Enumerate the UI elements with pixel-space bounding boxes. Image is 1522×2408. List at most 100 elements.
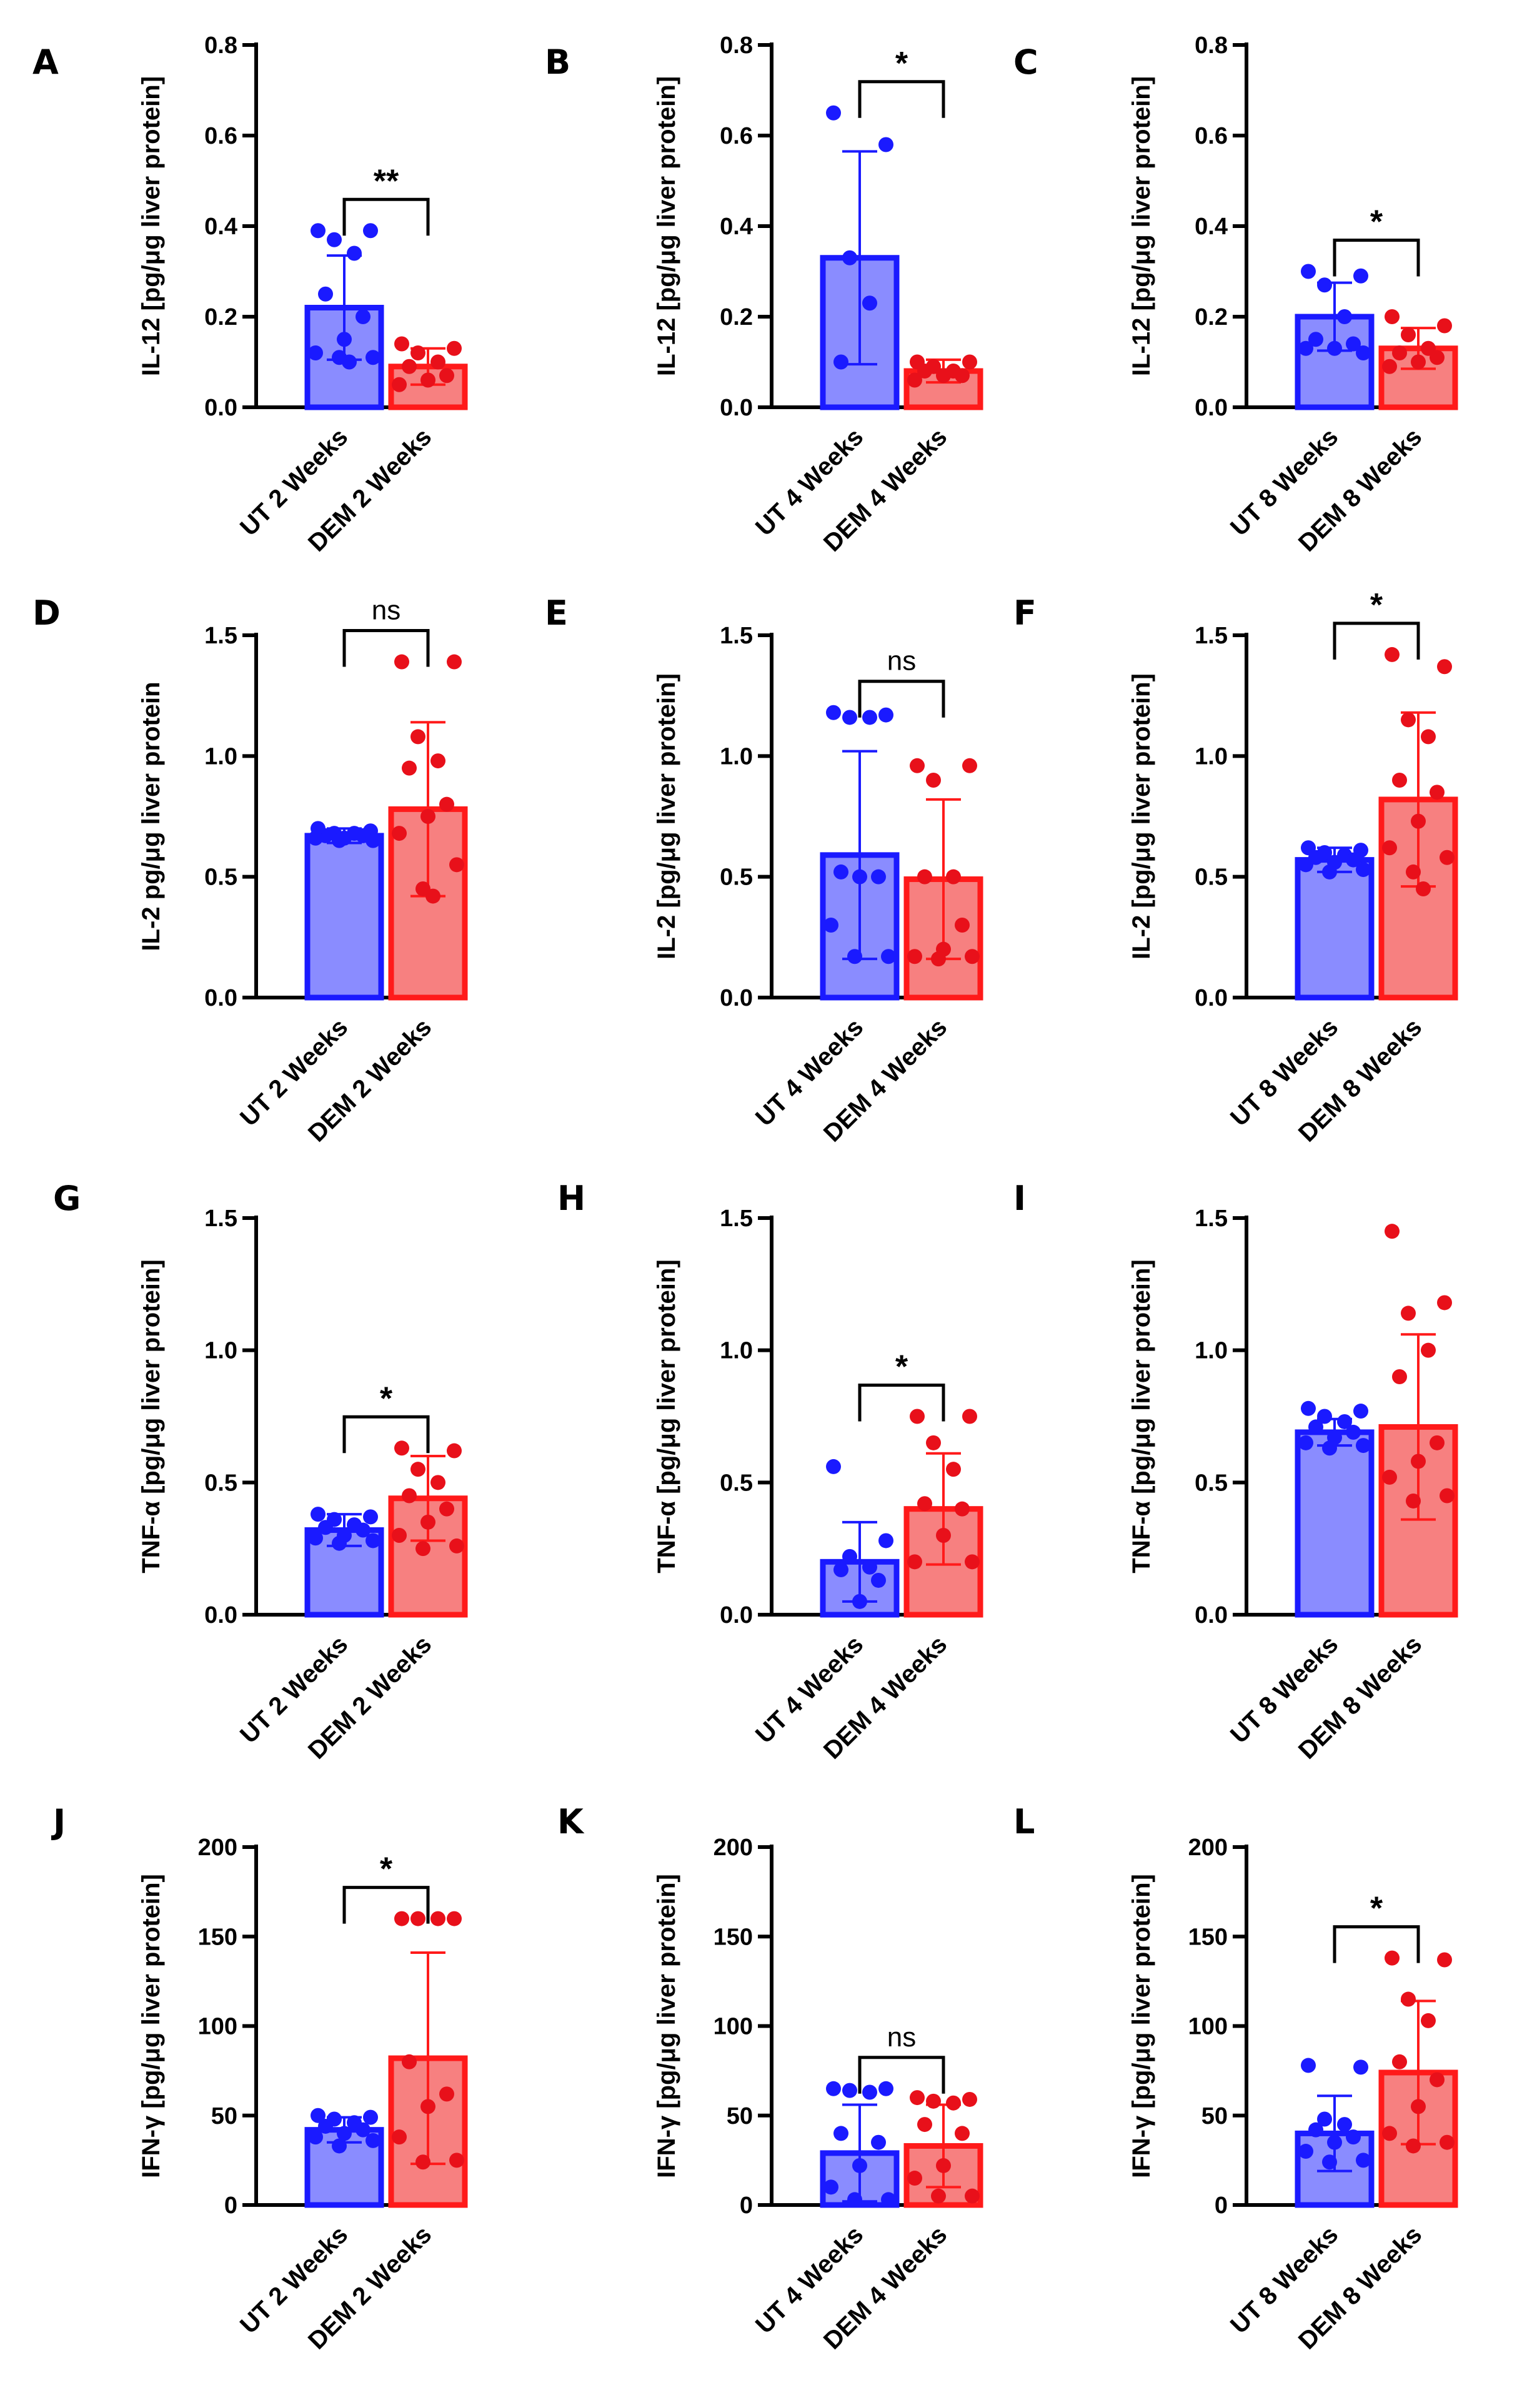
data-point-dem bbox=[1382, 359, 1397, 374]
data-point-dem bbox=[447, 1443, 462, 1459]
panel-l: L 0 50 100 150 200 IFN-γ [pg/μg liver protein]… bbox=[1013, 1802, 1458, 2355]
data-point-ut bbox=[871, 2134, 886, 2150]
data-point-dem bbox=[439, 2086, 454, 2102]
y-tick-label: 0.5 bbox=[204, 1470, 237, 1496]
data-point-ut bbox=[878, 1533, 893, 1548]
data-point-dem bbox=[1406, 2138, 1421, 2154]
data-point-dem bbox=[936, 1528, 951, 1543]
data-point-dem bbox=[425, 888, 440, 904]
data-point-ut bbox=[1353, 268, 1368, 284]
panel-k: K 0 50 100 150 200 IFN-γ [pg/μg liver protein]… bbox=[557, 1802, 983, 2355]
data-point-dem bbox=[1421, 1342, 1436, 1358]
y-tick-label: 1.0 bbox=[720, 743, 753, 770]
data-point-ut bbox=[833, 2126, 848, 2141]
data-point-dem bbox=[402, 359, 417, 374]
data-point-ut bbox=[847, 2192, 862, 2207]
data-point-dem bbox=[1430, 350, 1445, 365]
data-point-dem bbox=[420, 1514, 435, 1530]
data-point-dem bbox=[917, 869, 932, 884]
y-axis-label: IL-12 [pg/μg liver protein] bbox=[653, 76, 680, 376]
data-point-dem bbox=[439, 368, 454, 384]
panel-letter: I bbox=[1013, 1179, 1026, 1218]
data-point-ut bbox=[852, 2158, 867, 2173]
data-point-dem bbox=[1406, 1493, 1421, 1509]
data-point-dem bbox=[962, 2091, 977, 2107]
data-point-ut bbox=[1322, 2154, 1337, 2170]
data-point-dem bbox=[392, 2129, 407, 2145]
data-point-dem bbox=[402, 760, 417, 776]
data-point-ut bbox=[337, 2126, 352, 2141]
data-point-ut bbox=[363, 1509, 378, 1525]
data-point-ut bbox=[881, 2192, 896, 2207]
significance-bracket bbox=[858, 1384, 945, 1422]
panel-letter: L bbox=[1013, 1802, 1035, 1841]
data-point-dem bbox=[917, 2117, 932, 2133]
y-tick-label: 0.4 bbox=[1195, 214, 1228, 240]
data-point-dem bbox=[394, 654, 409, 670]
y-tick-label: 0.5 bbox=[720, 865, 753, 891]
panel-j: J 0 50 100 150 200 IFN-γ [pg/μg liver protein]… bbox=[51, 1802, 468, 2355]
y-axis-label: IL-12 [pg/μg liver protein] bbox=[1128, 76, 1155, 376]
data-point-ut bbox=[318, 286, 333, 302]
data-point-ut bbox=[826, 105, 841, 121]
data-point-dem bbox=[926, 1435, 941, 1450]
data-point-dem bbox=[1382, 840, 1397, 856]
data-point-ut bbox=[826, 1459, 841, 1474]
data-point-dem bbox=[420, 809, 435, 824]
data-point-ut bbox=[356, 2122, 371, 2138]
y-tick-label: 0.8 bbox=[204, 32, 237, 59]
data-point-ut bbox=[1301, 2058, 1316, 2073]
data-point-dem bbox=[1411, 354, 1426, 370]
data-point-ut bbox=[356, 1522, 371, 1538]
data-point-dem bbox=[439, 796, 454, 812]
data-point-dem bbox=[447, 340, 462, 356]
y-axis-label: TNF-α [pg/μg liver protein] bbox=[653, 1259, 680, 1573]
data-point-ut bbox=[1308, 332, 1323, 347]
data-point-dem bbox=[415, 2154, 430, 2170]
data-point-ut bbox=[308, 2129, 323, 2145]
y-tick-label: 1.5 bbox=[204, 1206, 237, 1232]
data-point-ut bbox=[1346, 336, 1361, 352]
y-tick-label: 0 bbox=[740, 2192, 753, 2219]
data-point-dem bbox=[926, 2093, 941, 2109]
data-point-dem bbox=[1385, 647, 1400, 662]
data-point-ut bbox=[862, 1559, 877, 1575]
y-tick-label: 0.0 bbox=[720, 985, 753, 1011]
data-point-ut bbox=[1327, 2134, 1342, 2150]
panel-letter: E bbox=[545, 593, 568, 633]
data-point-dem bbox=[907, 2171, 922, 2186]
data-point-ut bbox=[878, 137, 893, 152]
data-point-ut bbox=[833, 1562, 848, 1578]
y-axis-label: IFN-γ [pg/μg liver protein] bbox=[1128, 1874, 1155, 2178]
data-point-dem bbox=[1437, 1295, 1452, 1311]
y-tick-label: 0 bbox=[1215, 2192, 1228, 2219]
data-point-dem bbox=[965, 949, 980, 964]
data-point-ut bbox=[1356, 1438, 1371, 1454]
y-tick-label: 0.2 bbox=[204, 304, 237, 330]
significance-bracket bbox=[858, 2056, 945, 2094]
data-point-dem bbox=[946, 1462, 961, 1477]
data-point-dem bbox=[447, 654, 462, 670]
data-point-dem bbox=[1440, 2134, 1455, 2150]
data-point-ut bbox=[1337, 309, 1352, 324]
data-point-dem bbox=[1406, 864, 1421, 879]
data-point-dem bbox=[962, 354, 977, 370]
data-point-ut bbox=[1356, 862, 1371, 878]
data-point-ut bbox=[308, 830, 323, 846]
data-point-ut bbox=[347, 245, 362, 261]
significance-bracket bbox=[342, 1886, 430, 1924]
data-point-ut bbox=[833, 354, 848, 370]
data-point-ut bbox=[1301, 1400, 1316, 1416]
data-point-dem bbox=[1385, 309, 1400, 324]
data-point-dem bbox=[410, 1911, 425, 1926]
y-tick-label: 0.8 bbox=[1195, 32, 1228, 59]
data-point-dem bbox=[420, 2099, 435, 2114]
y-tick-label: 150 bbox=[714, 1924, 753, 1950]
panel-letter: J bbox=[51, 1802, 66, 1841]
data-point-ut bbox=[1356, 2153, 1371, 2168]
data-point-dem bbox=[910, 758, 925, 773]
panel-e: E0.00.51.01.5IL-2 [pg/μg liver protein]U… bbox=[545, 593, 983, 1147]
data-point-ut bbox=[327, 232, 342, 247]
data-point-ut bbox=[862, 295, 877, 311]
